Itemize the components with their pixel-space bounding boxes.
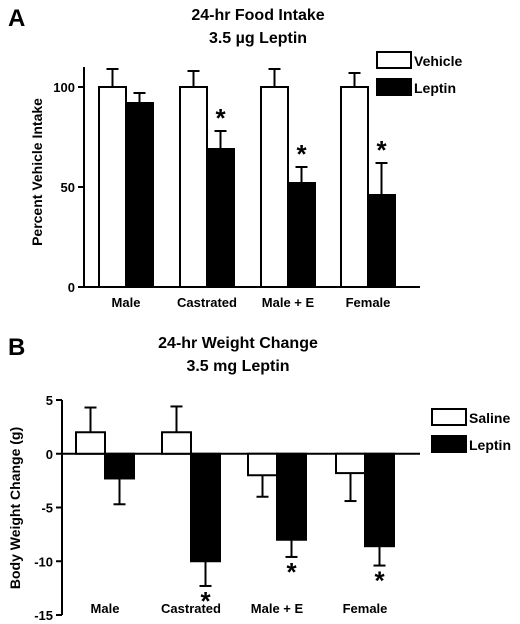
panel-b-ytick-label-0: -15 <box>34 608 53 623</box>
panel-a-category-label-3: Female <box>346 295 391 310</box>
panel-b-ytick-label-3: 0 <box>46 447 53 462</box>
panel-a-bar-leptin-1 <box>206 148 235 288</box>
panel-b-category-label-1: Castrated <box>161 601 221 616</box>
panel-b-legend-swatch-saline <box>431 408 467 426</box>
panel-b-significance-star-3: * <box>374 566 385 596</box>
panel-b-legend-label-leptin: Leptin <box>469 437 511 453</box>
panel-b-bar-leptin-0 <box>104 452 135 480</box>
panel-b-ytick-label-1: -10 <box>34 554 53 569</box>
panel-a-bar-vehicle-0 <box>98 86 127 288</box>
panel-b-bar-saline-0 <box>75 431 106 455</box>
panel-a-title-line2: 3.5 µg Leptin <box>209 30 307 47</box>
panel-b-bar-saline-2 <box>247 452 278 477</box>
panel-a-chart: 0 50 100 Male Castrated * Male + E * Female * Vehi… <box>53 51 462 310</box>
panel-a-bar-leptin-3 <box>367 194 396 288</box>
panel-a-significance-star-2: * <box>296 139 307 169</box>
panel-a-significance-star-1: * <box>215 103 226 133</box>
panel-a-significance-star-3: * <box>376 135 387 165</box>
panel-b-legend-swatch-leptin <box>431 435 467 453</box>
panel-a-legend-swatch-leptin <box>376 78 412 96</box>
panel-a-ytick-label-1: 50 <box>61 180 75 195</box>
panel-a-legend-label-vehicle: Vehicle <box>414 53 462 69</box>
panel-b-title-line1: 24-hr Weight Change <box>158 335 318 352</box>
panel-a-legend-swatch-vehicle <box>376 51 412 69</box>
panel-b-bar-leptin-3 <box>364 452 395 548</box>
panel-a-letter: A <box>8 5 25 32</box>
panel-a-bar-vehicle-2 <box>260 86 289 288</box>
panel-a-bar-leptin-2 <box>287 182 316 288</box>
panel-a-title-line1: 24-hr Food Intake <box>191 7 324 24</box>
panel-a-category-label-1: Castrated <box>177 295 237 310</box>
panel-b-legend-label-saline: Saline <box>469 410 510 426</box>
panel-b-bar-leptin-1 <box>190 452 221 563</box>
panel-a-ytick-label-2: 100 <box>53 80 75 95</box>
panel-b-bar-saline-3 <box>335 452 366 475</box>
panel-a-bar-leptin-0 <box>125 102 154 288</box>
panel-a-category-label-0: Male <box>112 295 141 310</box>
panel-b-letter: B <box>8 334 25 361</box>
panel-b-title-line2: 3.5 mg Leptin <box>186 358 289 375</box>
panel-a-ytick-label-0: 0 <box>68 280 75 295</box>
panel-b-ytick-label-2: -5 <box>41 501 53 516</box>
panel-b-significance-star-2: * <box>286 557 297 587</box>
panel-b-bar-leptin-2 <box>276 452 307 541</box>
panel-a-category-label-2: Male + E <box>262 295 315 310</box>
panel-a-legend-label-leptin: Leptin <box>414 80 456 96</box>
panel-b-category-label-2: Male + E <box>251 601 304 616</box>
panel-b-ylabel: Body Weight Change (g) <box>7 427 23 589</box>
panel-b-category-label-0: Male <box>91 601 120 616</box>
panel-b-bar-saline-1 <box>161 431 192 455</box>
panel-b-significance-star-1: * <box>200 586 211 616</box>
panel-b-ytick-label-4: 5 <box>46 393 53 408</box>
panel-a-bar-vehicle-1 <box>179 86 208 288</box>
panel-a-ylabel: Percent Vehicle Intake <box>29 98 45 246</box>
panel-a-bar-vehicle-3 <box>340 86 369 288</box>
panel-b-category-label-3: Female <box>343 601 388 616</box>
